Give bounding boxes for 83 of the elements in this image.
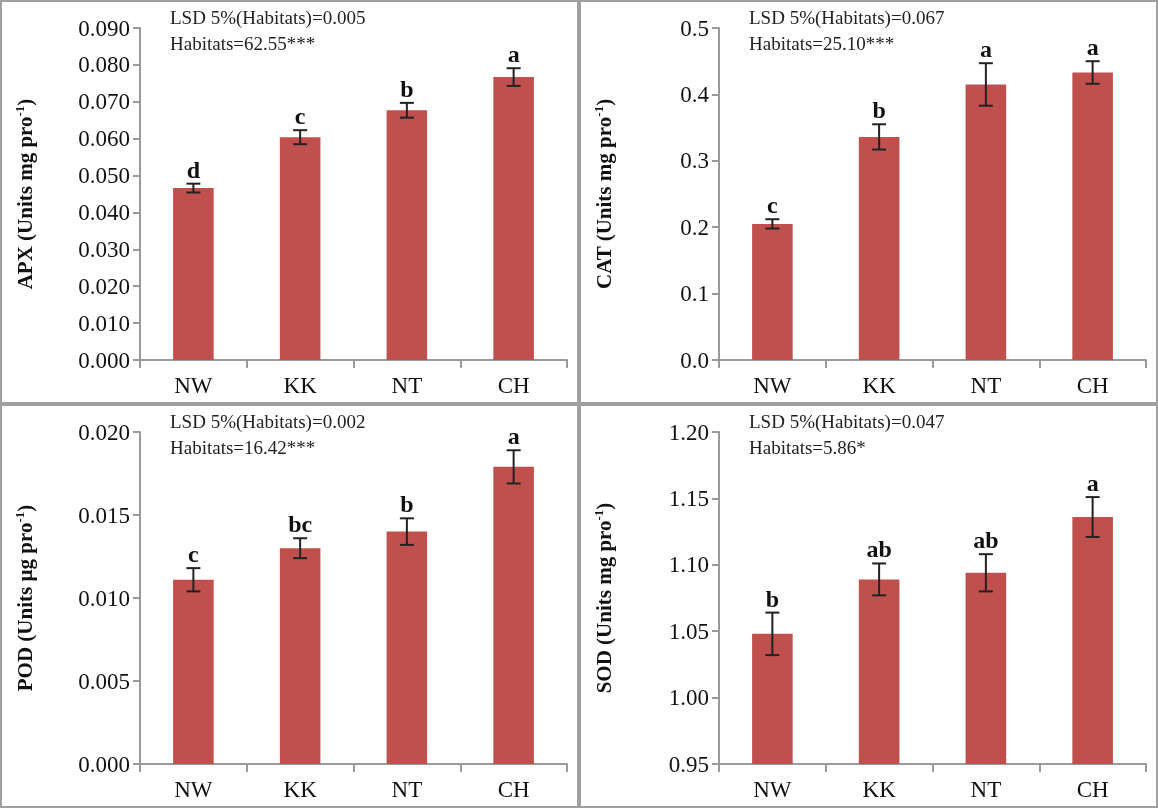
x-tick-label: CH (497, 373, 530, 398)
y-axis-title: POD (Units µg pro-1) (12, 504, 37, 692)
y-tick-label: 0.1 (680, 281, 709, 307)
y-tick-label: 0.020 (78, 419, 130, 445)
y-tick-label: 1.05 (668, 618, 709, 644)
x-tick-label: NW (174, 373, 213, 398)
text: LSD 5%(Habitats)=0.047 (749, 411, 945, 433)
y-tick-label: 0.005 (78, 668, 130, 694)
text: LSD 5%(Habitats)=0.005 (170, 7, 366, 29)
annotation: b (872, 97, 886, 124)
y-tick-label: 0.0 (680, 347, 709, 373)
x-tick-label: CH (1076, 777, 1109, 802)
bar (386, 110, 428, 360)
x-tick-label: KK (862, 373, 897, 398)
x-tick-label: NT (970, 777, 1002, 802)
annotation: Habitats=16.42*** (170, 437, 316, 458)
bar (173, 579, 214, 764)
x-tick-label: KK (283, 777, 318, 802)
annotation: d (186, 156, 201, 183)
annotation: a (1086, 34, 1099, 61)
annotation: ab (866, 536, 892, 563)
bar (858, 136, 900, 360)
x-tick-label: NT (391, 777, 423, 802)
annotation: a (507, 423, 520, 450)
y-tick-label: 0.060 (78, 126, 130, 152)
y-tick-label: 0.010 (78, 310, 130, 336)
annotation: Habitats=5.86* (749, 437, 866, 458)
annotation: ab (973, 527, 999, 554)
annotation: c (294, 103, 306, 130)
x-tick-label: NT (970, 373, 1002, 398)
x-tick-label: NW (174, 777, 213, 802)
y-tick-label: 0.050 (78, 163, 130, 189)
y-tick-label: 0.000 (78, 347, 130, 373)
annotation: a (979, 36, 992, 63)
bar (173, 188, 214, 360)
annotation: bc (288, 511, 313, 538)
y-tick-label: 1.00 (668, 685, 709, 711)
y-tick-label: 0.070 (78, 89, 130, 115)
x-tick-label: CH (1076, 373, 1109, 398)
bar (1072, 72, 1113, 360)
y-tick-label: 0.080 (78, 52, 130, 78)
bar (279, 548, 321, 764)
x-tick-label: KK (283, 373, 318, 398)
annotation: b (400, 75, 414, 102)
annotation: Habitats=62.55*** (170, 33, 316, 54)
x-tick-label: CH (497, 777, 530, 802)
annotation: c (188, 541, 200, 568)
bar (752, 223, 793, 360)
annotation: b (765, 585, 780, 612)
y-axis-title: SOD (Units mg pro-1) (591, 502, 616, 694)
bar (965, 84, 1007, 360)
y-tick-label: 0.090 (78, 15, 130, 41)
y-tick-label: 0.040 (78, 199, 130, 225)
bar (493, 466, 534, 764)
y-tick-label: 0.95 (668, 751, 709, 777)
x-tick-label: NT (391, 373, 423, 398)
annotation: LSD 5%(Habitats)=0.002 (170, 411, 366, 433)
annotation: a (1086, 470, 1099, 497)
x-tick-label: NW (753, 777, 792, 802)
y-tick-label: 0.3 (680, 148, 709, 174)
annotation: Habitats=25.10*** (749, 33, 895, 54)
bar (279, 137, 321, 360)
y-axis-title: APX (Units mg pro-1) (12, 98, 37, 290)
y-tick-label: 0.5 (680, 15, 709, 41)
annotation: c (767, 192, 779, 219)
bar (386, 531, 428, 764)
y-tick-label: 0.000 (78, 751, 130, 777)
y-tick-label: 0.2 (680, 214, 709, 240)
bar (493, 77, 534, 360)
y-tick-label: 0.015 (78, 502, 130, 528)
y-tick-label: 0.030 (78, 236, 130, 262)
y-tick-label: 1.20 (668, 419, 709, 445)
y-tick-label: 0.4 (680, 81, 710, 107)
text: LSD 5%(Habitats)=0.067 (749, 7, 945, 29)
x-tick-label: NW (753, 373, 792, 398)
annotation: b (400, 491, 414, 518)
y-tick-label: 1.10 (668, 552, 709, 578)
annotation: a (507, 41, 520, 68)
y-tick-label: 1.15 (668, 485, 709, 511)
x-tick-label: KK (862, 777, 897, 802)
y-axis-title: CAT (Units mg pro-1) (591, 98, 616, 289)
y-tick-label: 0.010 (78, 585, 130, 611)
y-tick-label: 0.020 (78, 273, 130, 299)
